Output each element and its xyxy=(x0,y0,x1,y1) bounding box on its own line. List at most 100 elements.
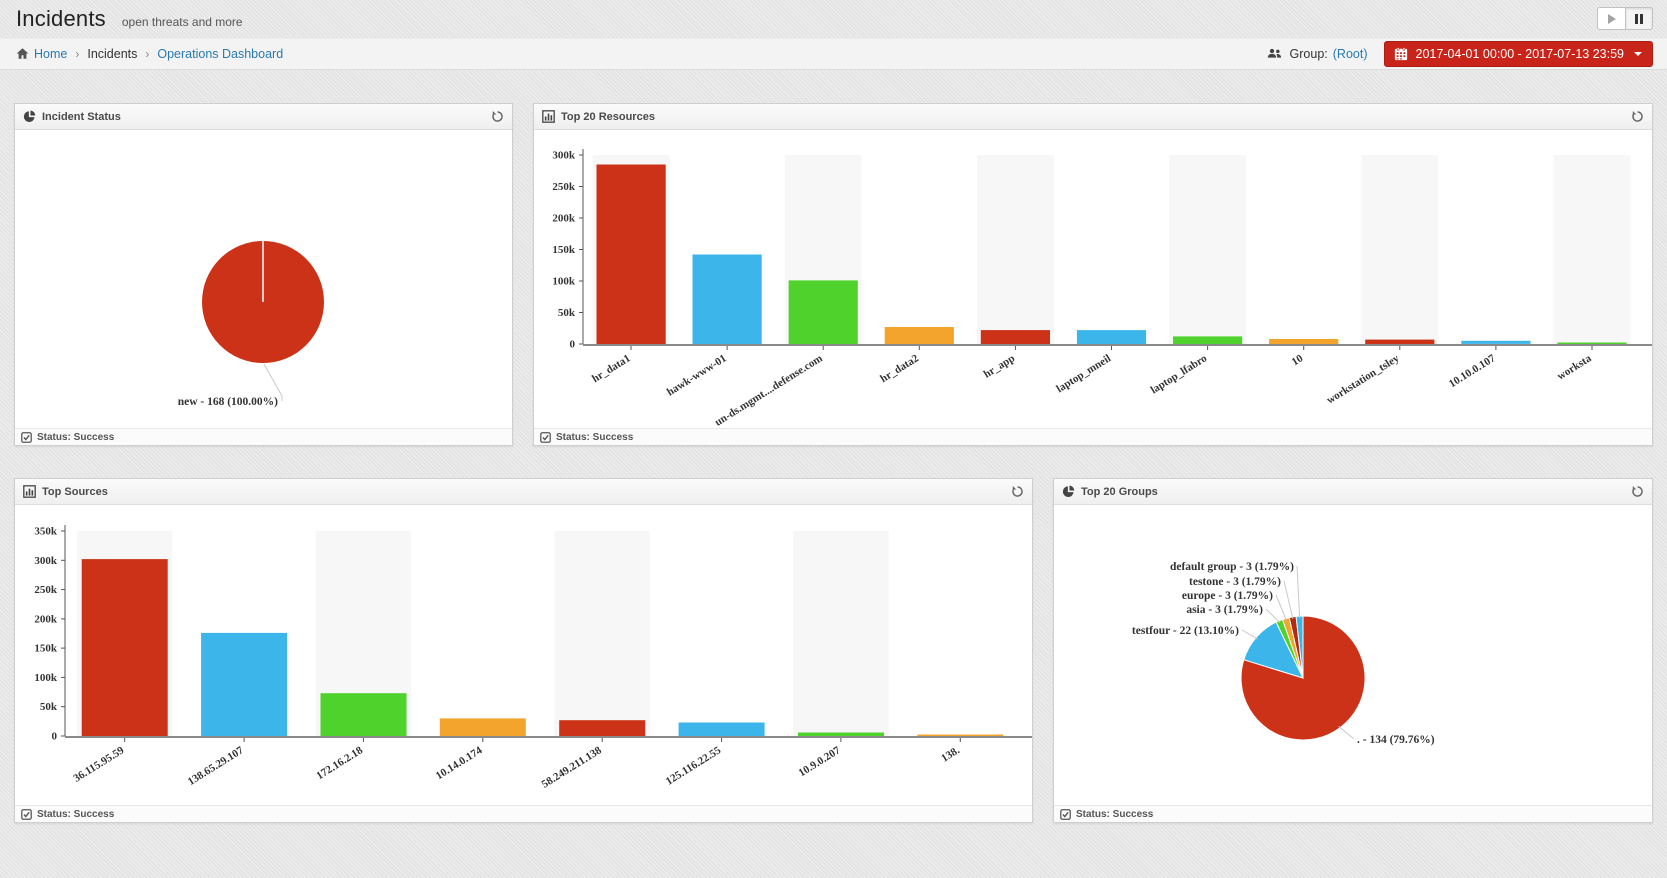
svg-text:150k: 150k xyxy=(552,244,576,256)
panel-top-20-groups: Top 20 Groups . - 134 (79.76%) testfour -… xyxy=(1053,478,1653,823)
breadcrumb-separator xyxy=(75,47,79,61)
top-sources-bar-chart: 0 50k 100k 150k 200k 250k 300k 350k 36.115.95.59… xyxy=(15,506,1032,804)
svg-text:hawk-www-01: hawk-www-01 xyxy=(665,352,729,398)
top-20-groups-pie-chart: . - 134 (79.76%) testfour - 22 (13.10%) as… xyxy=(1054,506,1652,804)
svg-text:172.16.2.18: 172.16.2.18 xyxy=(314,744,365,782)
pause-button[interactable] xyxy=(1625,7,1653,30)
panel-title: Top Sources xyxy=(42,485,108,498)
checkbox-icon xyxy=(1060,808,1071,820)
pause-icon xyxy=(1635,13,1643,24)
status-text: Status: Success xyxy=(37,808,115,820)
date-range-text: 2017-04-01 00:00 - 2017-07-13 23:59 xyxy=(1415,47,1625,61)
panel-footer: Status: Success xyxy=(15,805,1032,822)
caret-down-icon xyxy=(1634,52,1642,56)
status-text: Status: Success xyxy=(1076,808,1154,820)
svg-text:200k: 200k xyxy=(552,213,576,225)
svg-text:150k: 150k xyxy=(34,643,58,655)
group-label: Group: xyxy=(1289,47,1328,61)
svg-text:10: 10 xyxy=(1290,352,1306,368)
svg-text:138.65.29.107: 138.65.29.107 xyxy=(186,744,246,788)
svg-text:58.249.211.138: 58.249.211.138 xyxy=(540,744,605,791)
panel-header: Top Sources xyxy=(15,479,1032,505)
refresh-icon[interactable] xyxy=(1631,485,1644,498)
panel-header: Top 20 Resources xyxy=(534,104,1652,130)
group-users-icon xyxy=(1267,47,1282,61)
pie-chart-icon xyxy=(23,110,36,123)
date-range-button[interactable]: 2017-04-01 00:00 - 2017-07-13 23:59 xyxy=(1383,41,1653,67)
svg-text:50k: 50k xyxy=(558,307,576,319)
svg-text:. - 134 (79.76%): . - 134 (79.76%) xyxy=(1357,734,1435,746)
svg-text:0: 0 xyxy=(570,339,576,351)
svg-text:300k: 300k xyxy=(34,555,58,567)
svg-text:new - 168 (100.00%): new - 168 (100.00%) xyxy=(178,396,278,408)
top-20-resources-bar-chart: 0 50k 100k 150k 200k 250k 300k hr_data1 hawk-www… xyxy=(534,131,1652,427)
checkbox-icon xyxy=(540,431,551,443)
pie-chart-icon xyxy=(1062,485,1075,498)
panel-footer: Status: Success xyxy=(1054,805,1652,822)
panel-header: Top 20 Groups xyxy=(1054,479,1652,505)
svg-text:asia - 3 (1.79%): asia - 3 (1.79%) xyxy=(1186,604,1263,616)
playback-controls xyxy=(1597,7,1653,30)
svg-text:un-ds.mgmt....defense.com: un-ds.mgmt....defense.com xyxy=(713,352,825,427)
panel-footer: Status: Success xyxy=(534,428,1652,445)
svg-text:testone - 3 (1.79%): testone - 3 (1.79%) xyxy=(1189,576,1281,588)
panel-footer: Status: Success xyxy=(15,428,512,445)
group-value-link[interactable]: (Root) xyxy=(1332,47,1368,61)
breadcrumb-home-link[interactable]: Home xyxy=(34,47,68,61)
svg-text:36.115.95.59: 36.115.95.59 xyxy=(71,744,126,785)
checkbox-icon xyxy=(21,808,32,820)
play-icon xyxy=(1607,13,1616,24)
svg-text:300k: 300k xyxy=(552,150,576,162)
panel-title: Top 20 Groups xyxy=(1081,485,1158,498)
home-icon xyxy=(16,47,29,61)
svg-text:10.9.0.207: 10.9.0.207 xyxy=(796,744,842,779)
svg-text:0: 0 xyxy=(52,731,58,743)
svg-text:hr_data1: hr_data1 xyxy=(590,352,633,385)
refresh-icon[interactable] xyxy=(1631,110,1644,123)
bar-chart-icon xyxy=(542,110,555,123)
svg-text:europe - 3 (1.79%): europe - 3 (1.79%) xyxy=(1182,590,1273,602)
svg-text:testfour - 22 (13.10%): testfour - 22 (13.10%) xyxy=(1132,625,1239,637)
svg-text:125.116.22.55: 125.116.22.55 xyxy=(664,744,724,788)
svg-text:hr_data2: hr_data2 xyxy=(878,352,921,385)
play-button[interactable] xyxy=(1597,7,1625,30)
svg-text:200k: 200k xyxy=(34,613,58,625)
svg-text:laptop_lfabro: laptop_lfabro xyxy=(1149,352,1210,396)
svg-text:50k: 50k xyxy=(40,701,58,713)
panel-top-20-resources: Top 20 Resources 0 50k 100k 150k 200k 250k 300… xyxy=(533,103,1653,446)
svg-text:workstation_tsley: workstation_tsley xyxy=(1325,352,1402,406)
svg-text:10.10.0.107: 10.10.0.107 xyxy=(1447,352,1498,390)
breadcrumb-section: Incidents xyxy=(87,47,138,61)
svg-text:138.: 138. xyxy=(939,744,962,765)
bar-chart-icon xyxy=(23,485,36,498)
panel-title: Incident Status xyxy=(42,110,121,123)
svg-text:100k: 100k xyxy=(552,276,576,288)
svg-text:laptop_mneil: laptop_mneil xyxy=(1054,352,1113,395)
page-title: Incidents xyxy=(16,6,106,31)
checkbox-icon xyxy=(21,431,32,443)
incident-status-pie-chart: new - 168 (100.00%) xyxy=(15,131,512,427)
svg-text:250k: 250k xyxy=(552,181,576,193)
page-subtitle: open threats and more xyxy=(121,15,243,29)
refresh-icon[interactable] xyxy=(1011,485,1024,498)
panel-top-sources: Top Sources 0 50k 100k 150k 200k 250k 300k 350k… xyxy=(14,478,1033,823)
refresh-icon[interactable] xyxy=(491,110,504,123)
panel-header: Incident Status xyxy=(15,104,512,130)
svg-text:hr_app: hr_app xyxy=(982,352,1017,380)
svg-text:350k: 350k xyxy=(34,526,58,538)
calendar-icon xyxy=(1394,47,1408,61)
svg-text:default group - 3 (1.79%): default group - 3 (1.79%) xyxy=(1170,561,1294,573)
status-text: Status: Success xyxy=(556,431,634,443)
panel-incident-status: Incident Status new - 168 (100.00%) Stat… xyxy=(14,103,513,446)
breadcrumb-current-link[interactable]: Operations Dashboard xyxy=(157,47,284,61)
dashboard-grid: Incident Status new - 168 (100.00%) Stat… xyxy=(0,70,1667,876)
breadcrumb: Home Incidents Operations Dashboard Grou… xyxy=(0,38,1667,70)
svg-text:250k: 250k xyxy=(34,584,58,596)
svg-text:100k: 100k xyxy=(34,672,58,684)
panel-title: Top 20 Resources xyxy=(561,110,655,123)
svg-text:10.14.0.174: 10.14.0.174 xyxy=(434,744,485,782)
topbar: Incidents open threats and more xyxy=(0,0,1667,38)
svg-text:worksta: worksta xyxy=(1555,352,1594,383)
status-text: Status: Success xyxy=(37,431,115,443)
breadcrumb-separator xyxy=(145,47,149,61)
